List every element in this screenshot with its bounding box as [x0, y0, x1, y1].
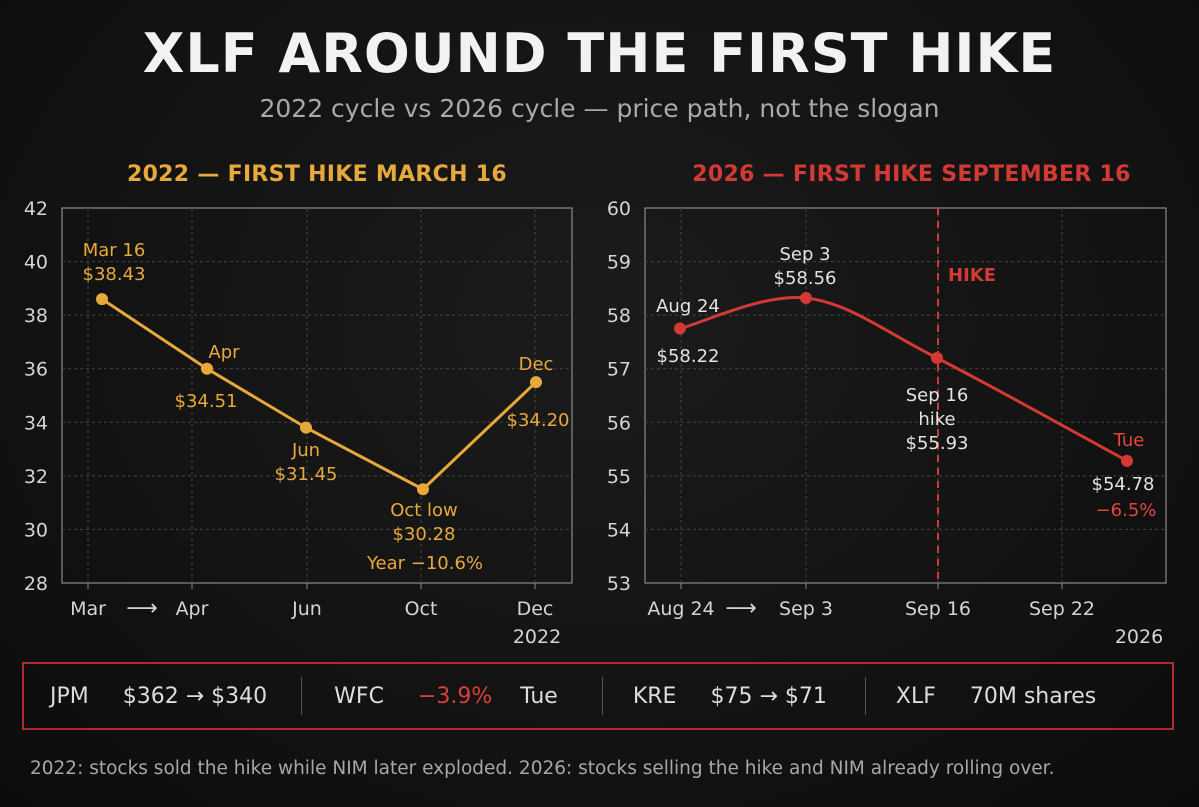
data-label: Mar 16 — [83, 240, 146, 261]
ticker-jpm: JPM $362 → $340 — [50, 664, 267, 728]
y-tick-label: 40 — [24, 252, 48, 274]
ticker-symbol: XLF — [895, 683, 936, 709]
ticker-value: $362 → $340 — [122, 683, 268, 709]
arrow-icon: ⟶ — [126, 596, 158, 621]
data-label: Aug 24 — [656, 296, 720, 317]
series-line — [679, 295, 1128, 463]
page-title: XLF AROUND THE FIRST HIKE — [142, 22, 1057, 85]
data-label: $34.20 — [507, 410, 570, 431]
ticker-strip: JPM $362 → $340 WFC −3.9% Tue KRE $75 → … — [22, 662, 1174, 730]
data-label: hike — [918, 409, 955, 430]
data-point — [530, 376, 542, 389]
y-tick-label: 60 — [607, 198, 631, 220]
y-tick-label: 59 — [607, 252, 631, 274]
data-label: $38.43 — [83, 264, 146, 285]
ticker-wfc: WFC −3.9% Tue — [334, 664, 558, 728]
data-label: −6.5% — [1096, 500, 1157, 521]
data-label: $54.78 — [1092, 474, 1155, 495]
ticker-symbol: WFC — [334, 683, 384, 709]
data-label: Dec — [519, 354, 554, 375]
data-label: Oct low — [390, 500, 458, 521]
data-label: $58.22 — [657, 346, 720, 367]
x-tick-label: Sep 22 — [1029, 598, 1095, 620]
divider — [601, 677, 603, 715]
divider — [864, 677, 866, 715]
data-point — [201, 362, 213, 375]
data-label: Tue — [1113, 430, 1145, 451]
ticker-change: −3.9% — [417, 683, 493, 709]
ticker-value: Tue — [520, 683, 558, 709]
data-point — [931, 352, 943, 364]
chart-2022-title: 2022 — FIRST HIKE MARCH 16 — [126, 162, 508, 187]
data-label: Apr — [208, 342, 240, 363]
ticker-value: 70M shares — [969, 683, 1097, 709]
y-tick-label: 34 — [24, 412, 48, 434]
y-tick-label: 57 — [607, 359, 631, 381]
plot-frame — [644, 207, 1167, 584]
hike-label: HIKE — [948, 265, 996, 286]
y-tick-label: 38 — [24, 305, 48, 327]
x-tick-label: Mar — [70, 598, 106, 620]
data-label: Sep 16 — [906, 385, 969, 406]
page-subtitle: 2022 cycle vs 2026 cycle — price path, n… — [259, 94, 940, 123]
y-tick-label: 56 — [607, 412, 631, 434]
data-label: $31.45 — [275, 464, 338, 485]
x-tick-label: Apr — [176, 598, 209, 620]
footnote: 2022: stocks sold the hike while NIM lat… — [30, 758, 1055, 779]
chart-2026-title: 2026 — FIRST HIKE SEPTEMBER 16 — [692, 162, 1131, 187]
x-year-label: 2026 — [1115, 626, 1163, 648]
ticker-value: $75 → $71 — [710, 683, 827, 709]
ticker-xlf: XLF 70M shares — [896, 664, 1096, 728]
y-tick-label: 53 — [607, 573, 631, 595]
y-tick-label: 36 — [24, 359, 48, 381]
x-tick-label: Aug 24 — [647, 598, 714, 620]
y-tick-label: 55 — [607, 466, 631, 488]
data-label: $58.56 — [774, 268, 837, 289]
data-label: $30.28 — [393, 524, 456, 545]
data-point — [96, 293, 108, 306]
y-tick-label: 58 — [607, 305, 631, 327]
chart-annotation: Year −10.6% — [366, 553, 483, 574]
data-point — [800, 292, 812, 304]
data-point — [1121, 454, 1133, 467]
divider — [301, 677, 303, 715]
data-label: $34.51 — [175, 391, 238, 412]
y-tick-label: 32 — [24, 466, 48, 488]
ticker-symbol: KRE — [632, 683, 677, 709]
x-tick-label: Dec — [517, 598, 554, 620]
plot-frame — [61, 207, 573, 584]
x-tick-label: Oct — [405, 598, 438, 620]
data-point — [674, 322, 686, 335]
y-tick-label: 28 — [24, 573, 48, 595]
ticker-kre: KRE $75 → $71 — [633, 664, 827, 728]
data-label: Jun — [291, 440, 320, 461]
ticker-symbol: JPM — [50, 683, 89, 709]
data-label: $55.93 — [906, 433, 969, 454]
arrow-icon: ⟶ — [725, 596, 757, 621]
y-tick-label: 30 — [24, 519, 48, 541]
x-tick-label: Jun — [291, 598, 322, 620]
data-point — [300, 421, 312, 434]
data-label: Sep 3 — [779, 244, 830, 265]
x-tick-label: Sep 3 — [779, 598, 833, 620]
y-tick-label: 42 — [24, 198, 48, 220]
data-point — [417, 483, 429, 496]
x-tick-label: Sep 16 — [905, 598, 971, 620]
x-year-label: 2022 — [513, 626, 561, 648]
y-tick-label: 54 — [607, 519, 631, 541]
